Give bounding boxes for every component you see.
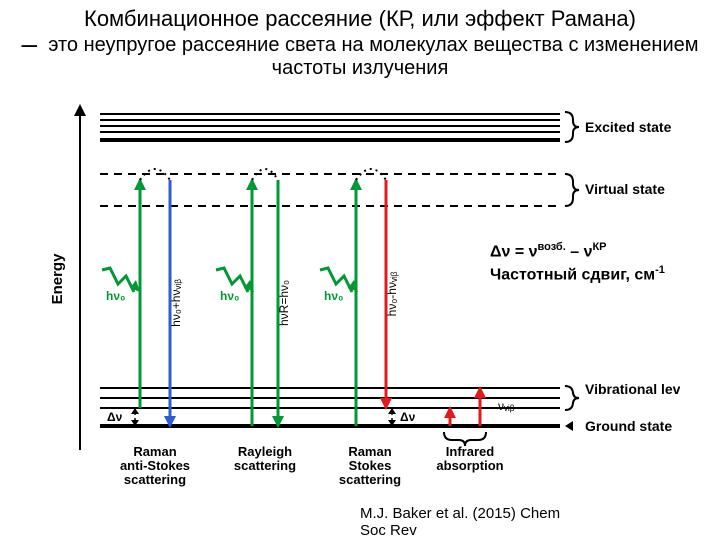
svg-text:Δν: Δν [107, 410, 123, 424]
equation-line2: Частотный сдвиг, см-1 [490, 263, 665, 286]
svg-text:hν₀+hνᵥᵢᵦ: hν₀+hνᵥᵢᵦ [169, 279, 183, 327]
svg-text:hν₀: hν₀ [106, 289, 125, 303]
svg-text:Δν: Δν [400, 410, 416, 424]
svg-text:absorption: absorption [436, 458, 503, 473]
citation-line2: Soc Rev [360, 522, 417, 539]
equation-line1: Δν = νвозб. – νКР [490, 240, 665, 263]
svg-text:νᵥᵢᵦ: νᵥᵢᵦ [498, 399, 515, 413]
svg-text:Excited state: Excited state [585, 119, 672, 135]
svg-text:Raman: Raman [348, 444, 391, 459]
svg-text:anti-Stokes: anti-Stokes [120, 458, 190, 473]
svg-text:scattering: scattering [339, 472, 401, 487]
svg-text:hνR=hν₀: hνR=hν₀ [277, 280, 291, 326]
subtitle-dash: – [22, 28, 38, 59]
slide-title: Комбинационное рассеяние (КР, или эффект… [0, 6, 720, 32]
svg-text:Stokes: Stokes [349, 458, 392, 473]
equation-block: Δν = νвозб. – νКР Частотный сдвиг, см-1 [490, 240, 665, 286]
svg-text:Ground state: Ground state [585, 418, 672, 434]
slide-subtitle: – это неупругое рассеяние света на молек… [0, 34, 720, 80]
citation: M.J. Baker et al. (2015) Chem Soc Rev [360, 505, 560, 540]
svg-text:scattering: scattering [124, 472, 186, 487]
energy-diagram: Energy Excited state Virtual state Vibratio… [40, 90, 680, 490]
svg-text:Rayleigh: Rayleigh [238, 444, 292, 459]
svg-text:Vibrational levels: Vibrational levels [585, 381, 680, 397]
svg-text:Infrared: Infrared [446, 444, 494, 459]
citation-line1: M.J. Baker et al. (2015) Chem [360, 505, 560, 522]
svg-text:hν₀: hν₀ [220, 289, 239, 303]
svg-text:scattering: scattering [234, 458, 296, 473]
svg-text:hν₀-hνᵥᵢᵦ: hν₀-hνᵥᵢᵦ [385, 271, 399, 316]
svg-text:Energy: Energy [49, 253, 66, 305]
subtitle-text: это неупругое рассеяние света на молекул… [48, 34, 698, 79]
svg-text:hν₀: hν₀ [324, 289, 343, 303]
svg-text:Raman: Raman [133, 444, 176, 459]
svg-text:Virtual state: Virtual state [585, 181, 665, 197]
